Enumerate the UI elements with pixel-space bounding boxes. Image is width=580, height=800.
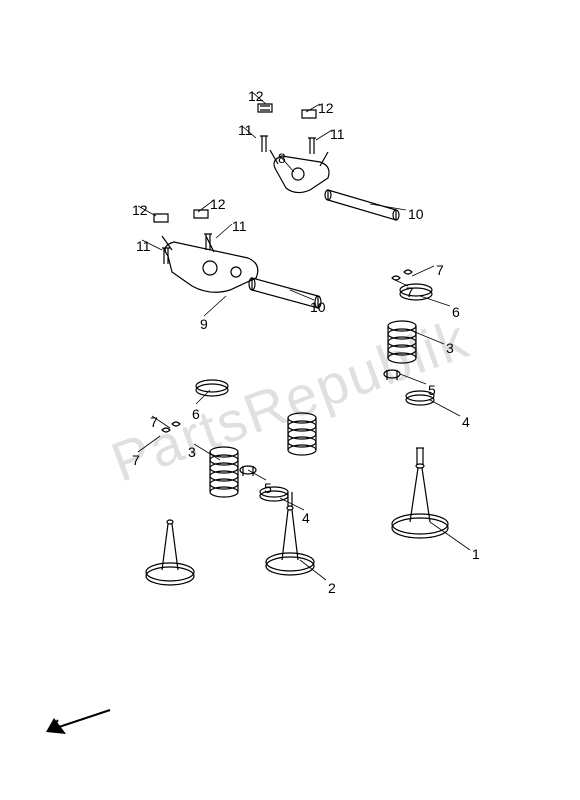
callout-7c: 7 [436, 262, 444, 278]
callout-6: 6 [192, 406, 200, 422]
callout-12c: 12 [132, 202, 148, 218]
callout-4: 4 [302, 510, 310, 526]
callout-5: 5 [264, 480, 272, 496]
callout-3: 3 [188, 444, 196, 460]
callout-10: 10 [310, 299, 326, 315]
callout-3b: 3 [446, 340, 454, 356]
parts-diagram-svg [0, 0, 580, 800]
callout-7: 7 [132, 452, 140, 468]
callout-12b: 12 [318, 100, 334, 116]
callout-7d: 7 [406, 284, 414, 300]
valve-spring-left [210, 447, 238, 497]
valve-exhaust [266, 492, 314, 575]
callout-12d: 12 [210, 196, 226, 212]
callout-5b: 5 [428, 382, 436, 398]
callout-10b: 10 [408, 206, 424, 222]
adjusters-nuts [154, 104, 316, 264]
callout-9: 9 [200, 316, 208, 332]
rocker-shaft-upper [325, 190, 399, 220]
callout-8: 8 [278, 150, 286, 166]
callout-6b: 6 [452, 304, 460, 320]
callout-11b: 11 [330, 126, 345, 142]
spring-seat-right [384, 284, 434, 405]
callout-11d: 11 [232, 218, 247, 234]
valve-left [146, 520, 194, 585]
callout-7b: 7 [150, 414, 158, 430]
callout-11c: 11 [136, 238, 151, 254]
direction-arrow [40, 700, 120, 740]
callout-1: 1 [472, 546, 480, 562]
callout-11: 11 [238, 122, 253, 138]
callout-12: 12 [248, 88, 264, 104]
callout-2: 2 [328, 580, 336, 596]
valve-spring-right [388, 321, 416, 363]
leader-lines [138, 92, 470, 580]
valve-intake [392, 448, 448, 538]
valve-spring-center [288, 413, 316, 455]
callout-4b: 4 [462, 414, 470, 430]
